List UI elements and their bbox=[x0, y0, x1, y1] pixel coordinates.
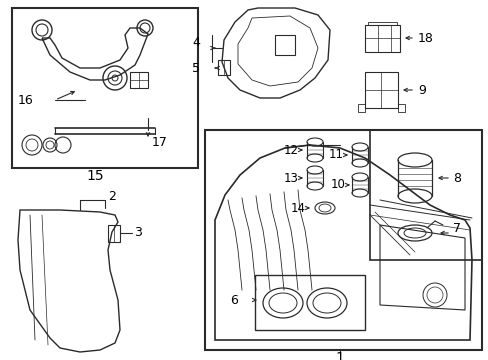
Text: 15: 15 bbox=[86, 169, 103, 183]
Text: 10: 10 bbox=[330, 179, 346, 192]
Text: 9: 9 bbox=[417, 84, 425, 96]
Text: 8: 8 bbox=[452, 171, 460, 184]
Bar bbox=[204, 130, 481, 350]
Text: 14: 14 bbox=[290, 202, 305, 215]
Bar bbox=[369, 130, 481, 260]
Bar bbox=[12, 8, 198, 168]
Text: 17: 17 bbox=[152, 136, 167, 149]
Text: 2: 2 bbox=[108, 189, 116, 202]
Text: 16: 16 bbox=[18, 94, 34, 107]
Text: 3: 3 bbox=[134, 226, 142, 239]
Text: 12: 12 bbox=[284, 144, 298, 157]
Text: 4: 4 bbox=[192, 36, 200, 49]
Text: 11: 11 bbox=[328, 148, 343, 162]
Text: 18: 18 bbox=[417, 31, 433, 45]
Text: 6: 6 bbox=[230, 293, 238, 306]
Text: 13: 13 bbox=[284, 171, 298, 184]
Text: 5: 5 bbox=[192, 62, 200, 75]
Text: 7: 7 bbox=[452, 221, 460, 234]
Text: 1: 1 bbox=[335, 351, 344, 360]
